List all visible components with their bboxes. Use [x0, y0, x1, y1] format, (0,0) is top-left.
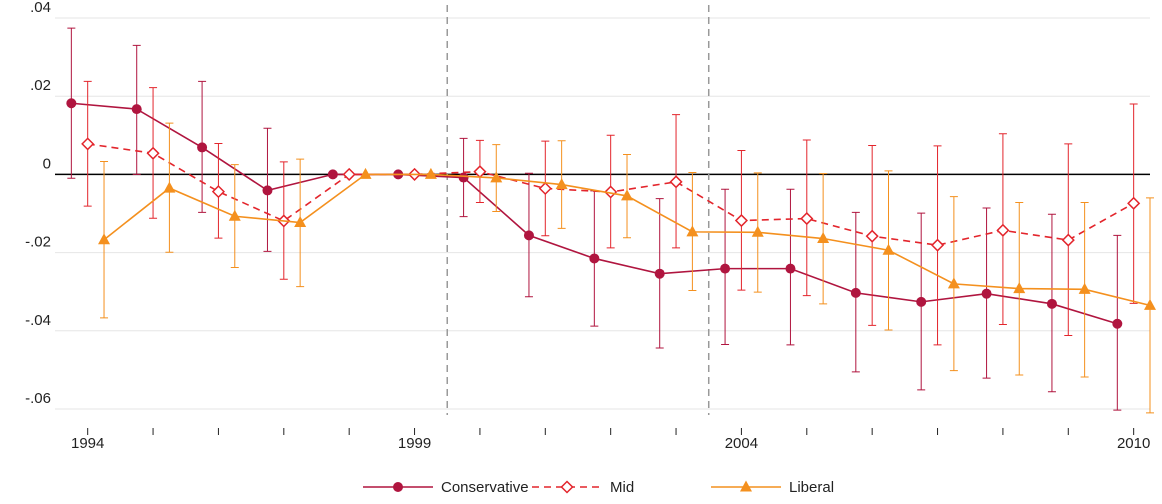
- point: [720, 263, 731, 274]
- point: [621, 189, 634, 201]
- point: [1061, 233, 1075, 247]
- legend-marker: [393, 482, 403, 492]
- point: [1112, 318, 1123, 329]
- y-tick-label: .02: [30, 77, 51, 94]
- point: [981, 288, 992, 299]
- x-tick-label: 1999: [398, 435, 431, 452]
- legend-label: Mid: [610, 479, 634, 496]
- x-tick-label: 2010: [1117, 435, 1150, 452]
- point: [686, 225, 699, 237]
- point: [342, 167, 356, 181]
- point: [865, 229, 879, 243]
- point: [146, 146, 160, 160]
- legend-marker: [740, 480, 752, 492]
- legend-label: Liberal: [789, 479, 834, 496]
- point: [538, 181, 552, 196]
- point: [785, 263, 796, 274]
- point: [359, 167, 372, 179]
- legend-item: Conservative: [363, 479, 529, 496]
- legend-label: Conservative: [441, 479, 529, 496]
- point: [589, 253, 600, 264]
- point: [81, 137, 95, 151]
- point: [1078, 282, 1091, 294]
- legend-item: Mid: [532, 479, 634, 496]
- y-tick-label: -.02: [25, 234, 51, 251]
- point: [817, 232, 830, 244]
- point: [228, 209, 241, 221]
- x-tick-label: 1994: [71, 435, 104, 452]
- point: [930, 238, 945, 252]
- point: [327, 169, 338, 180]
- point: [751, 225, 764, 237]
- y-tick-label: -.06: [25, 390, 51, 407]
- point: [734, 213, 748, 228]
- point: [916, 296, 927, 307]
- point: [98, 233, 111, 245]
- legend-marker: [560, 480, 574, 494]
- legend-item: Liberal: [711, 479, 834, 496]
- point: [996, 223, 1010, 237]
- point: [163, 181, 176, 193]
- point: [1127, 196, 1141, 210]
- y-tick-label: .04: [30, 0, 51, 16]
- point: [1013, 282, 1026, 294]
- point: [197, 142, 208, 153]
- point: [800, 212, 814, 226]
- point: [654, 268, 665, 279]
- point: [424, 167, 437, 179]
- point: [1046, 298, 1057, 309]
- point: [294, 215, 307, 227]
- point: [473, 165, 487, 179]
- point: [604, 185, 618, 199]
- point: [458, 172, 469, 183]
- point: [669, 175, 683, 189]
- x-tick-label: 2004: [725, 435, 758, 452]
- y-tick-label: -.04: [25, 312, 51, 329]
- point: [850, 287, 861, 298]
- point: [1144, 298, 1156, 310]
- point: [66, 98, 77, 109]
- point: [882, 243, 895, 255]
- y-tick-label: 0: [43, 155, 51, 172]
- point: [131, 104, 142, 115]
- point: [262, 185, 273, 196]
- point: [490, 171, 503, 183]
- point: [523, 230, 534, 241]
- point: [555, 178, 568, 190]
- point: [211, 185, 225, 199]
- point: [947, 277, 960, 289]
